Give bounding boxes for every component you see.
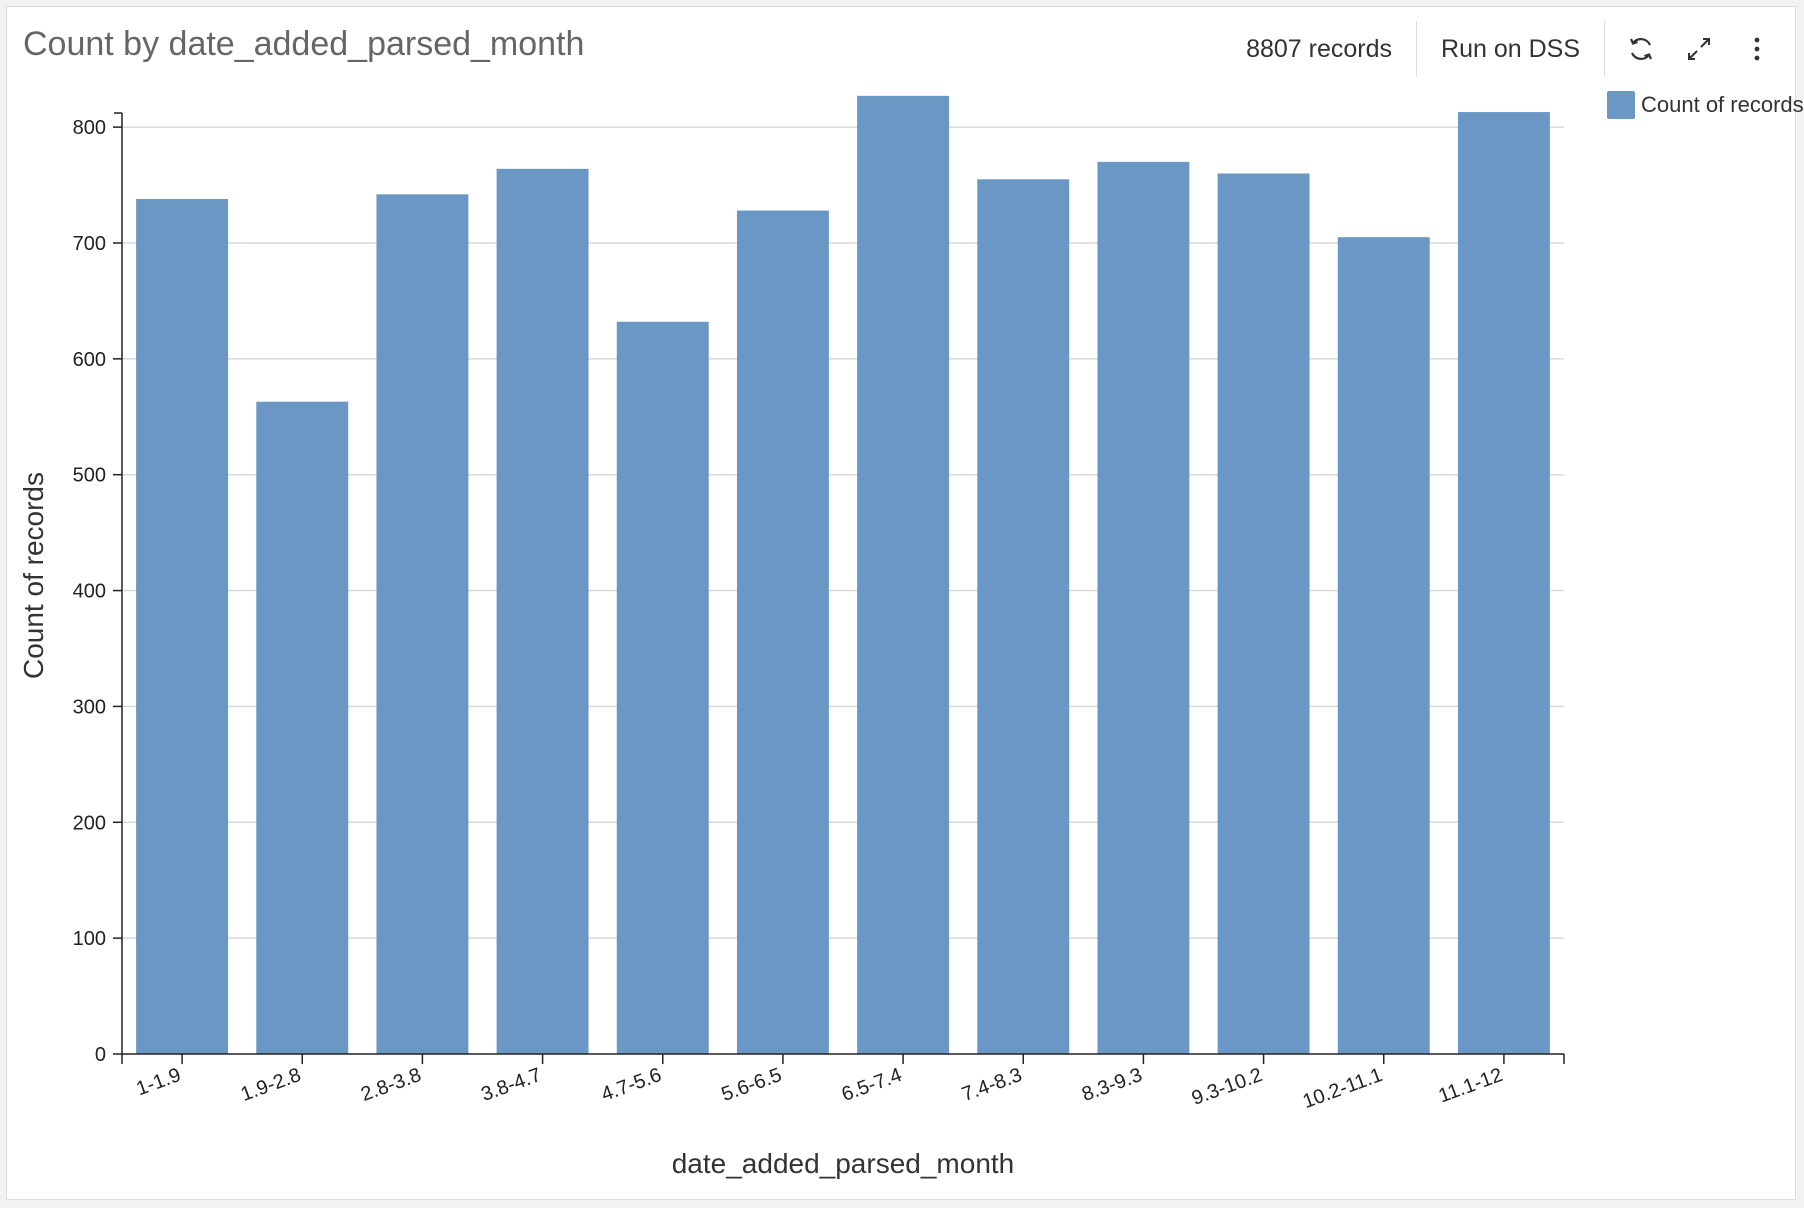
x-tick-label: 3.8-4.7 <box>478 1064 544 1106</box>
y-tick-label: 400 <box>73 581 106 603</box>
bar <box>1337 237 1430 1055</box>
x-tick-label: 6.5-7.4 <box>839 1064 905 1106</box>
bar <box>857 95 950 1054</box>
bar-chart: 0 100 200 300 400 500 600 700 800 1-1.9 1.9-2.8 2.8… <box>18 95 1565 1179</box>
x-tick-label: 4.7-5.6 <box>598 1064 664 1106</box>
toolbar-divider <box>1416 21 1418 77</box>
bar <box>616 321 709 1054</box>
x-tick-label: 1-1.9 <box>133 1064 183 1100</box>
toolbar-divider <box>1604 21 1605 77</box>
bars <box>136 95 1550 1055</box>
y-tick-label: 200 <box>73 812 106 834</box>
y-tick-label: 800 <box>73 117 106 139</box>
bar <box>1217 173 1310 1055</box>
chart-toolbar: 8807 records Run on DSS <box>1222 21 1779 77</box>
bar <box>136 198 229 1054</box>
bar <box>977 179 1070 1055</box>
legend: Count of records <box>1607 91 1804 119</box>
x-axis-title: date_added_parsed_month <box>672 1148 1015 1179</box>
chart-title: Count by date_added_parsed_month <box>23 25 585 63</box>
x-tick-label: 8.3-9.3 <box>1079 1064 1145 1106</box>
y-tick-label: 500 <box>73 465 106 487</box>
refresh-icon[interactable] <box>1619 27 1663 71</box>
bar <box>1097 161 1190 1055</box>
y-tick-label: 700 <box>73 233 106 255</box>
more-vertical-icon[interactable] <box>1735 27 1779 71</box>
x-tick-label: 2.8-3.8 <box>358 1064 424 1106</box>
x-tick-label: 7.4-8.3 <box>959 1064 1025 1106</box>
bar <box>376 194 469 1055</box>
legend-label: Count of records <box>1641 92 1804 117</box>
x-tick-label: 5.6-6.5 <box>719 1064 785 1106</box>
records-count: 8807 records <box>1246 34 1393 63</box>
gridlines <box>122 126 1564 939</box>
bar <box>1457 112 1550 1054</box>
x-tick-label: 10.2-11.1 <box>1300 1064 1386 1113</box>
y-tick-label: 600 <box>73 349 106 371</box>
x-tick-label: 11.1-12 <box>1436 1064 1506 1107</box>
y-tick-label: 0 <box>95 1044 106 1066</box>
chart-card: Count by date_added_parsed_month 8807 re… <box>6 6 1804 1200</box>
bar <box>256 401 349 1054</box>
bar <box>496 168 589 1054</box>
x-tick-label: 9.3-10.2 <box>1189 1064 1265 1110</box>
bar <box>736 210 829 1055</box>
y-axis-title: Count of records <box>18 472 49 679</box>
run-on-dss-button[interactable]: Run on DSS <box>1441 34 1580 63</box>
expand-icon[interactable] <box>1677 27 1721 71</box>
legend-swatch <box>1607 91 1635 119</box>
x-tick-label: 1.9-2.8 <box>238 1064 304 1106</box>
y-tick-label: 100 <box>73 928 106 950</box>
y-tick-label: 300 <box>73 696 106 718</box>
